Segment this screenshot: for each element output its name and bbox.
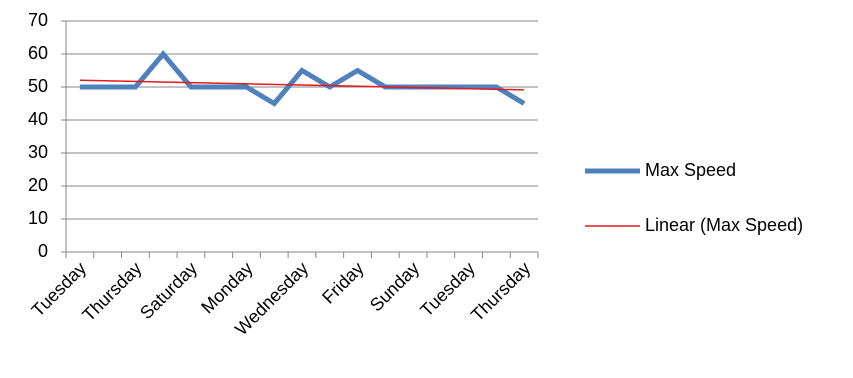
x-tick-label: Friday (318, 258, 368, 308)
data-line (79, 50, 526, 107)
y-tick-label: 70 (28, 10, 48, 30)
x-tick-label: Saturday (136, 258, 201, 323)
y-tick-label: 10 (28, 208, 48, 228)
y-tick-label: 30 (28, 142, 48, 162)
trend-line (79, 79, 525, 91)
legend-label: Max Speed (645, 160, 736, 180)
y-tick-label: 60 (28, 43, 48, 63)
x-tick-label: Thursday (78, 258, 145, 325)
x-tick-label: Thursday (467, 258, 534, 325)
y-tick-label: 20 (28, 175, 48, 195)
y-tick-label: 40 (28, 109, 48, 129)
legend-label: Linear (Max Speed) (645, 215, 803, 235)
x-tick-label: Sunday (366, 258, 423, 315)
y-tick-label: 50 (28, 76, 48, 96)
y-tick-label: 0 (38, 241, 48, 261)
